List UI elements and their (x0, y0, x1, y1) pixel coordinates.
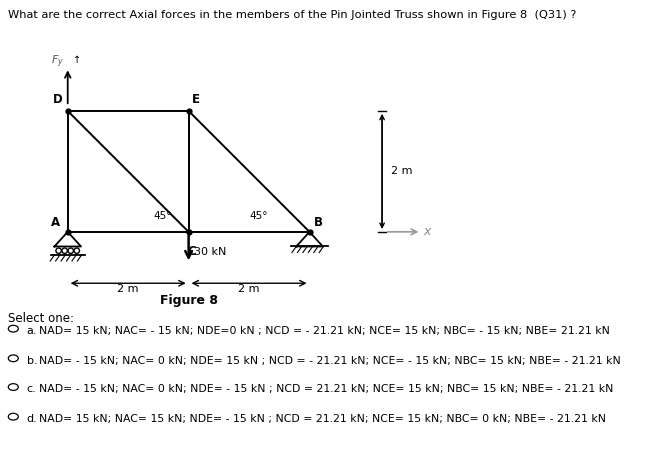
Text: D: D (53, 93, 63, 106)
Text: 2 m: 2 m (391, 167, 413, 176)
Text: C: C (188, 245, 197, 258)
Text: c.: c. (27, 384, 37, 394)
Text: 45°: 45° (154, 211, 172, 220)
Text: 30 kN: 30 kN (194, 247, 227, 257)
Text: $x$: $x$ (423, 225, 433, 238)
Text: 45°: 45° (249, 211, 267, 220)
Text: 2 m: 2 m (238, 284, 260, 294)
Text: a.: a. (27, 326, 37, 336)
Text: B: B (315, 216, 323, 229)
Text: NAD= - 15 kN; NAC= 0 kN; NDE= - 15 kN ; NCD = 21.21 kN; NCE= 15 kN; NBC= 15 kN; : NAD= - 15 kN; NAC= 0 kN; NDE= - 15 kN ; … (39, 384, 613, 394)
Text: NAD= - 15 kN; NAC= 0 kN; NDE= 15 kN ; NCD = - 21.21 kN; NCE= - 15 kN; NBC= 15 kN: NAD= - 15 kN; NAC= 0 kN; NDE= 15 kN ; NC… (39, 356, 620, 365)
Text: Figure 8: Figure 8 (160, 295, 217, 308)
Text: A: A (51, 216, 61, 229)
Text: $\uparrow$: $\uparrow$ (71, 53, 81, 65)
Text: Select one:: Select one: (8, 312, 74, 325)
Text: b.: b. (27, 356, 37, 365)
Text: E: E (192, 93, 200, 106)
Text: 2 m: 2 m (118, 284, 139, 294)
Text: $F_y$: $F_y$ (51, 54, 64, 70)
Text: NAD= 15 kN; NAC= - 15 kN; NDE=0 kN ; NCD = - 21.21 kN; NCE= 15 kN; NBC= - 15 kN;: NAD= 15 kN; NAC= - 15 kN; NDE=0 kN ; NCD… (39, 326, 609, 336)
Text: What are the correct Axial forces in the members of the Pin Jointed Truss shown : What are the correct Axial forces in the… (8, 10, 577, 20)
Text: NAD= 15 kN; NAC= 15 kN; NDE= - 15 kN ; NCD = 21.21 kN; NCE= 15 kN; NBC= 0 kN; NB: NAD= 15 kN; NAC= 15 kN; NDE= - 15 kN ; N… (39, 414, 606, 424)
Text: d.: d. (27, 414, 37, 424)
